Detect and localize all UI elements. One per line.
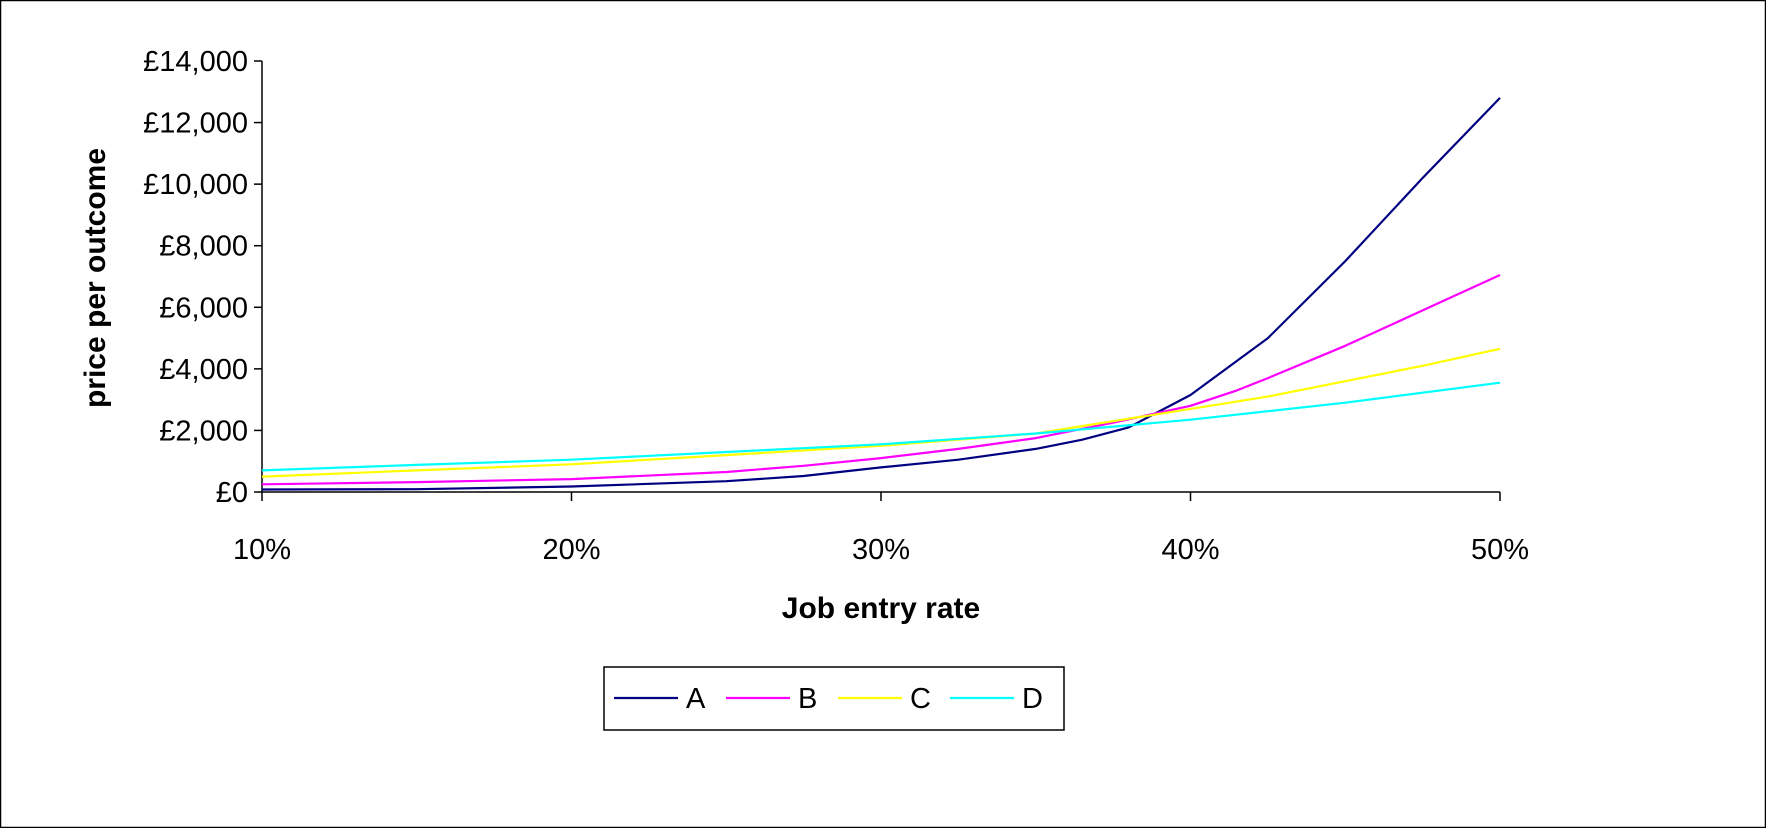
x-axis: 10% 20% 30% 40% 50% <box>233 491 1529 566</box>
series-line-b <box>261 273 1501 486</box>
legend-label-d: D <box>1022 683 1043 715</box>
series-group <box>261 97 1501 491</box>
y-tick-label: £14,000 <box>143 46 248 78</box>
y-axis-title: price per outcome <box>79 148 112 408</box>
legend-label-b: B <box>798 683 817 715</box>
x-tick-label: 10% <box>233 534 291 566</box>
x-axis-title: Job entry rate <box>782 592 980 625</box>
y-axis: £0 £2,000 £4,000 £6,000 £8,000 £10,000 £12,000… <box>143 46 263 509</box>
legend-label-a: A <box>686 683 706 715</box>
x-tick-label: 20% <box>542 534 600 566</box>
series-line-d <box>261 381 1501 472</box>
y-tick-label: £12,000 <box>143 108 248 140</box>
y-tick-label: £6,000 <box>159 292 248 324</box>
legend: A B C D <box>603 666 1065 731</box>
y-tick-label: £8,000 <box>159 231 248 263</box>
y-tick-label: £10,000 <box>143 169 248 201</box>
y-tick-label: £4,000 <box>159 354 248 386</box>
x-tick-label: 50% <box>1471 534 1529 566</box>
series-line-a <box>261 97 1501 491</box>
y-tick-label: £0 <box>216 477 248 509</box>
x-tick-label: 40% <box>1161 534 1219 566</box>
y-tick-label: £2,000 <box>159 415 248 447</box>
legend-label-c: C <box>910 683 931 715</box>
x-tick-label: 30% <box>852 534 910 566</box>
